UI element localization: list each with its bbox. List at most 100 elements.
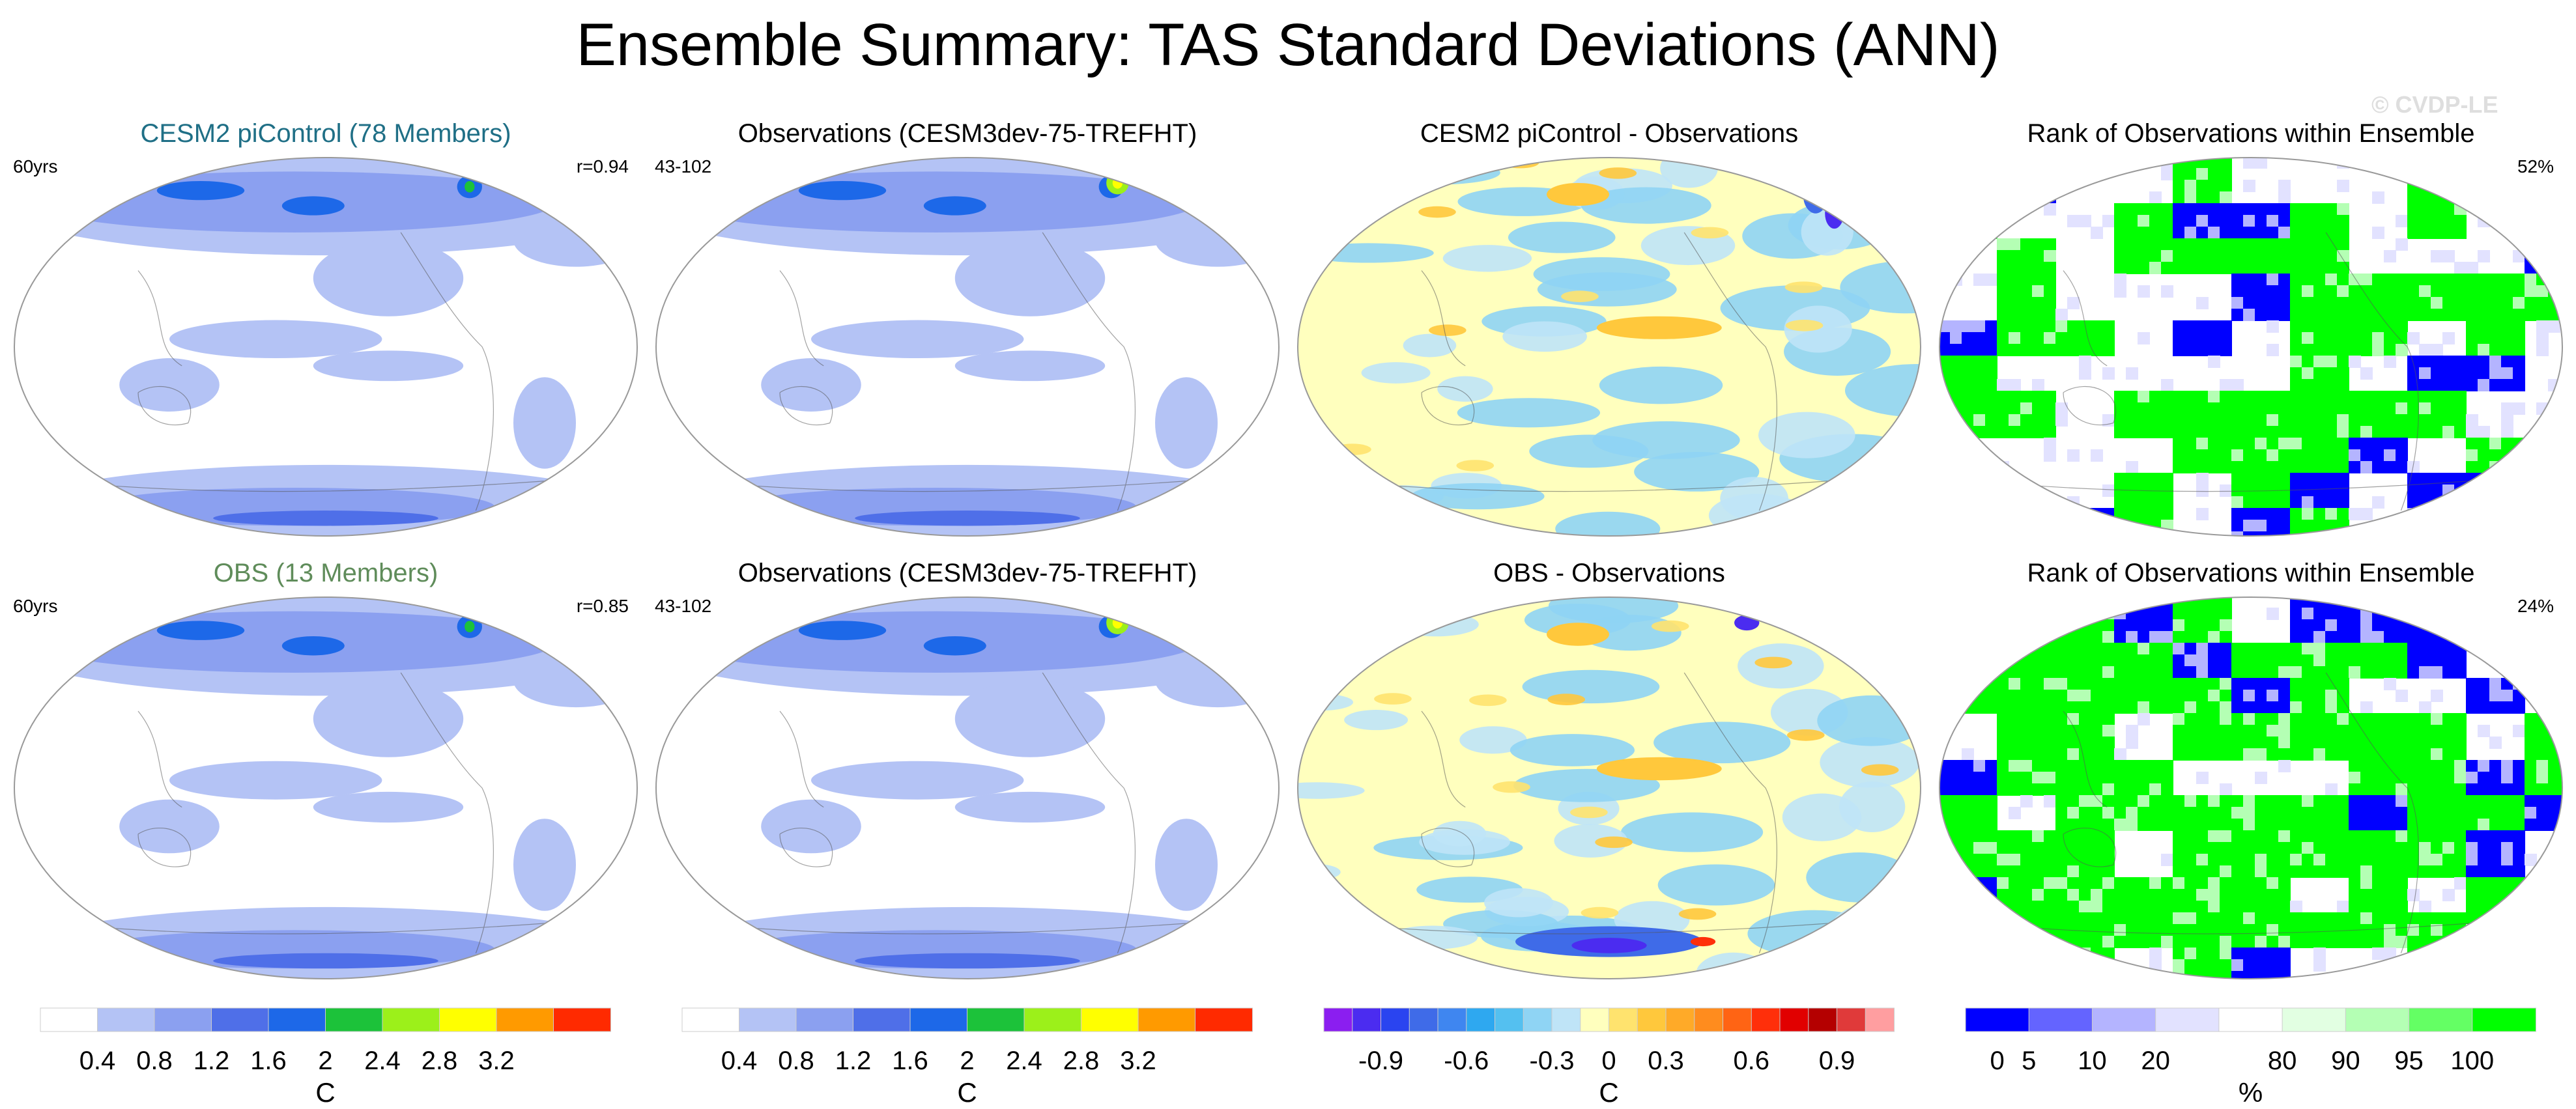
panel-right-label: r=0.94 (576, 156, 629, 176)
colorbar-segment (1195, 1007, 1253, 1032)
panel-right-label: 52% (2517, 156, 2554, 176)
colorbar-segment (1523, 1007, 1553, 1032)
colorbar-tick-label: 3.2 (478, 1046, 515, 1075)
panel-title: Rank of Observations within Ensemble (2027, 559, 2475, 587)
colorbar-tick-label: 1.2 (193, 1046, 230, 1075)
colorbar-tick-label: 2 (318, 1046, 332, 1075)
colorbar-segment (1965, 1007, 2030, 1032)
panel-title: OBS (13 Members) (213, 559, 438, 587)
colorbar-tick-label: 2.4 (364, 1046, 401, 1075)
colorbar-segment (1081, 1007, 1139, 1032)
colorbar-tick-label: 2.8 (1063, 1046, 1100, 1075)
colorbar-segment (1138, 1007, 1196, 1032)
panel-left-label: 43-102 (655, 596, 712, 616)
colorbar-segment (154, 1007, 212, 1032)
colorbar-segment (681, 1007, 740, 1032)
colorbar-segment (553, 1007, 611, 1032)
colorbar-tick-label: 0.3 (1648, 1046, 1684, 1075)
map-field-row1-col2 (656, 158, 1279, 536)
colorbar-unit: C (315, 1077, 335, 1108)
map-outline (14, 157, 638, 537)
colorbar-tick-label: 0.8 (136, 1046, 173, 1075)
colorbar-tick-label: 2.4 (1006, 1046, 1042, 1075)
colorbar-segment (739, 1007, 797, 1032)
colorbar-segment (2282, 1007, 2347, 1032)
colorbar-segment (1694, 1007, 1724, 1032)
colorbar-segment (40, 1007, 98, 1032)
map-field-row1-col1 (14, 158, 637, 536)
watermark-text: © CVDP-LE (2371, 91, 2498, 118)
figure-title: Ensemble Summary: TAS Standard Deviation… (576, 12, 2000, 78)
map-field-row2-col4 (1939, 597, 2562, 979)
colorbar-segment (1723, 1007, 1753, 1032)
map-outline (1297, 157, 1921, 537)
colorbar-segment (439, 1007, 497, 1032)
colorbar-segment (967, 1007, 1025, 1032)
colorbar-segment (909, 1007, 968, 1032)
map-outline (1297, 597, 1921, 979)
colorbar-segment (1551, 1007, 1581, 1032)
colorbar-segment (2472, 1007, 2537, 1032)
colorbar-tick-label: 0 (1990, 1046, 2004, 1075)
panel-title: Observations (CESM3dev-75-TREFHT) (737, 119, 1197, 148)
map-field-row2-col2 (656, 597, 1279, 979)
panel-right-label: 24% (2517, 596, 2554, 616)
colorbar-segment (382, 1007, 440, 1032)
colorbar-segment (211, 1007, 269, 1032)
map-field-row1-col4 (1939, 158, 2562, 536)
colorbar-segment (853, 1007, 911, 1032)
map-field-row1-col3 (1298, 158, 1921, 536)
colorbar-segment (1495, 1007, 1524, 1032)
colorbar-segment (1865, 1007, 1895, 1032)
colorbar-tick-label: 0.8 (778, 1046, 814, 1075)
map-outline (1939, 597, 2563, 979)
colorbar-tick-label: 2.8 (422, 1046, 458, 1075)
panel-left-label: 60yrs (13, 156, 58, 176)
colorbar-diff: -0.9 -0.6 -0.3 0 0.3 0.6 0.9 C (1323, 1007, 1895, 1108)
colorbar-segment (97, 1007, 155, 1032)
colorbar-tick-label: 2 (960, 1046, 974, 1075)
colorbar-segment (1323, 1007, 1353, 1032)
colorbar-tick-label: 100 (2450, 1046, 2494, 1075)
map-outline (655, 157, 1280, 537)
colorbar-segment (795, 1007, 854, 1032)
colorbar-tick-label: 0.4 (79, 1046, 116, 1075)
panel-title: CESM2 piControl (78 Members) (140, 119, 511, 148)
colorbar-segment (1665, 1007, 1695, 1032)
map-field-row2-col1 (14, 597, 637, 979)
colorbar-segment (1837, 1007, 1867, 1032)
panel-title: Rank of Observations within Ensemble (2027, 119, 2475, 148)
colorbar-unit: C (1599, 1077, 1618, 1108)
colorbar-tick-label: 90 (2331, 1046, 2360, 1075)
colorbar-segment (496, 1007, 554, 1032)
colorbar-segment (1637, 1007, 1667, 1032)
colorbar-segment (1437, 1007, 1467, 1032)
colorbar-tick-label: 95 (2394, 1046, 2424, 1075)
colorbar-unit: % (2239, 1077, 2263, 1108)
colorbar-segment (1609, 1007, 1639, 1032)
colorbar-tick-label: 0.4 (721, 1046, 758, 1075)
panel-left-label: 60yrs (13, 596, 58, 616)
colorbar-tick-label: -0.9 (1358, 1046, 1403, 1075)
colorbar-sd: 0.4 0.8 1.2 1.6 2 2.4 2.8 3.2 C (40, 1007, 611, 1108)
colorbar-tick-label: 10 (2078, 1046, 2107, 1075)
colorbar-segment (325, 1007, 383, 1032)
colorbar-tick-label: 1.2 (835, 1046, 872, 1075)
colorbar-segment (1409, 1007, 1438, 1032)
colorbar-segment (2028, 1007, 2093, 1032)
colorbar-tick-label: 3.2 (1120, 1046, 1156, 1075)
colorbar-tick-label: 5 (2022, 1046, 2036, 1075)
colorbar-segment (1466, 1007, 1496, 1032)
colorbar-segment (1381, 1007, 1410, 1032)
colorbar-tick-label: -0.6 (1444, 1046, 1489, 1075)
colorbar-segment (1779, 1007, 1809, 1032)
colorbar-tick-label: 80 (2268, 1046, 2297, 1075)
colorbar-rank: 0 5 10 20 80 90 95 100% (1965, 1007, 2537, 1108)
panel-right-label: r=0.85 (576, 596, 629, 616)
colorbar-tick-label: 0.9 (1819, 1046, 1855, 1075)
map-outline (655, 597, 1280, 979)
colorbar-segment (268, 1007, 326, 1032)
colorbar-segment (2218, 1007, 2283, 1032)
colorbar-tick-label: -0.3 (1530, 1046, 1575, 1075)
